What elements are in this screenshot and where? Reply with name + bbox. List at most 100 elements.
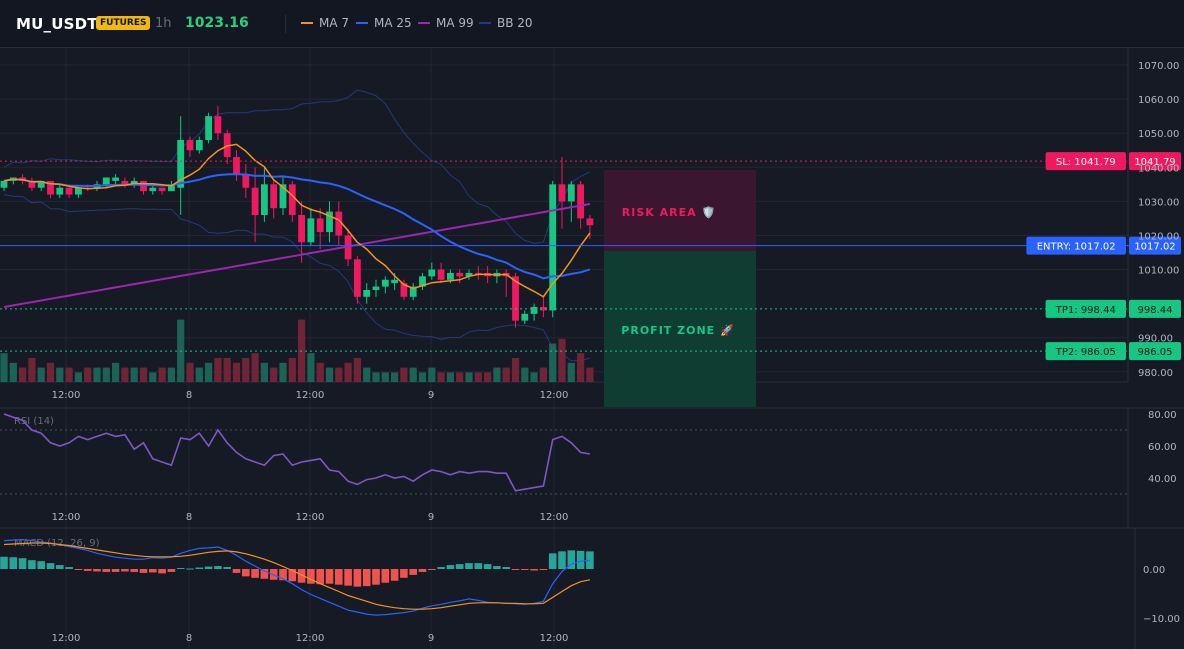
volume-bar — [102, 367, 110, 382]
macd-histogram-bar — [130, 569, 138, 572]
candle-body[interactable] — [409, 286, 417, 297]
candle-body[interactable] — [168, 184, 175, 192]
candle-body[interactable] — [558, 184, 566, 202]
candle-body[interactable] — [288, 184, 296, 215]
legend-ma99[interactable]: MA 99 — [418, 16, 474, 30]
candle-body[interactable] — [428, 269, 436, 277]
volume-bar — [167, 367, 175, 382]
ma99-line — [3, 203, 591, 308]
candle-body[interactable] — [549, 184, 557, 311]
volume-bar — [74, 372, 82, 382]
candle-body[interactable] — [270, 184, 278, 209]
symbol-title[interactable]: MU_USDT — [16, 15, 98, 33]
volume-bar — [270, 367, 278, 382]
candle-body[interactable] — [140, 180, 147, 192]
volume-bar — [363, 367, 371, 382]
legend-ma99-label: MA 99 — [436, 16, 474, 30]
volume-bar — [418, 372, 427, 382]
candle-body[interactable] — [65, 187, 73, 195]
timeframe-label[interactable]: 1h — [155, 16, 172, 31]
signal-line — [3, 542, 591, 610]
candle-body[interactable] — [530, 307, 538, 314]
candle-body[interactable] — [363, 289, 371, 297]
tp2-price-tag — [1129, 342, 1181, 361]
futures-badge: FUTURES — [96, 16, 151, 30]
volume-bar — [558, 338, 566, 382]
volume-bar — [112, 362, 120, 382]
volume-bar — [325, 367, 334, 382]
macd-histogram-bar — [548, 553, 557, 569]
macd-histogram-bar — [362, 569, 371, 587]
volume-bar — [437, 372, 445, 382]
candle-body[interactable] — [298, 215, 305, 243]
ma99-swatch — [418, 22, 430, 24]
candle-body[interactable] — [205, 116, 212, 141]
candle-body[interactable] — [391, 279, 398, 284]
candle-body[interactable] — [335, 211, 343, 236]
candle-body[interactable] — [326, 211, 333, 233]
candle-body[interactable] — [261, 184, 268, 215]
candle-body[interactable] — [102, 177, 110, 185]
price-tick-label: 1040.00 — [1138, 163, 1179, 174]
candle-body[interactable] — [56, 187, 64, 195]
time-tick-label: 12:00 — [540, 390, 569, 401]
candle-body[interactable] — [112, 177, 119, 181]
candlesticks[interactable] — [0, 105, 594, 328]
candle-body[interactable] — [121, 180, 129, 185]
candle-body[interactable] — [177, 140, 185, 188]
candle-body[interactable] — [419, 276, 426, 287]
legend-bb20[interactable]: BB 20 — [479, 16, 533, 30]
candle-body[interactable] — [47, 180, 54, 195]
macd-histogram-bar — [372, 569, 380, 585]
sl-price-tag — [1129, 152, 1181, 171]
candle-body[interactable] — [158, 187, 166, 192]
candle-body[interactable] — [372, 286, 380, 290]
candle-body[interactable] — [381, 279, 389, 287]
candle-body[interactable] — [0, 180, 8, 188]
candle-body[interactable] — [567, 184, 575, 202]
volume-bar — [46, 362, 55, 382]
candle-body[interactable] — [223, 133, 231, 158]
candle-body[interactable] — [586, 218, 594, 226]
candle-body[interactable] — [465, 272, 473, 277]
candle-body[interactable] — [474, 272, 482, 274]
chart-axes: 1070.00 1060.00 1050.00 1040.00 1030.00 1020.… — [52, 61, 1180, 644]
time-tick-label: 9 — [428, 390, 434, 401]
time-tick-label: 12:00 — [52, 390, 81, 401]
volume-bar — [37, 367, 45, 382]
candle-body[interactable] — [28, 180, 36, 188]
candle-body[interactable] — [130, 180, 138, 185]
candle-body[interactable] — [316, 218, 324, 233]
candle-body[interactable] — [577, 184, 584, 219]
candle-body[interactable] — [251, 187, 259, 215]
candle-body[interactable] — [233, 157, 240, 175]
candle-body[interactable] — [195, 140, 203, 151]
candle-body[interactable] — [242, 174, 250, 188]
candle-body[interactable] — [400, 283, 408, 297]
candle-body[interactable] — [437, 269, 445, 280]
candle-body[interactable] — [37, 180, 45, 188]
candle-body[interactable] — [521, 313, 529, 321]
candle-body[interactable] — [512, 276, 519, 321]
candle-body[interactable] — [456, 272, 464, 277]
candle-body[interactable] — [540, 307, 547, 311]
macd-histogram-bar — [344, 569, 352, 586]
candle-body[interactable] — [149, 187, 157, 192]
volume-bar — [465, 372, 473, 382]
macd-histogram-bar — [558, 551, 566, 569]
candle-body[interactable] — [279, 184, 287, 209]
price-tick-label: 1060.00 — [1138, 95, 1179, 106]
candle-body[interactable] — [307, 218, 315, 243]
rsi-tick-label: 40.00 — [1148, 474, 1177, 485]
candle-body[interactable] — [354, 259, 361, 297]
legend-ma7[interactable]: MA 7 — [301, 16, 349, 30]
legend-ma25[interactable]: MA 25 — [356, 16, 412, 30]
candle-body[interactable] — [75, 187, 82, 195]
candle-body[interactable] — [186, 140, 194, 151]
macd-histogram-bar — [195, 567, 204, 569]
candle-body[interactable] — [447, 272, 454, 280]
candle-body[interactable] — [214, 116, 222, 134]
time-tick-label: 9 — [428, 512, 434, 523]
volume-bar — [446, 372, 454, 382]
